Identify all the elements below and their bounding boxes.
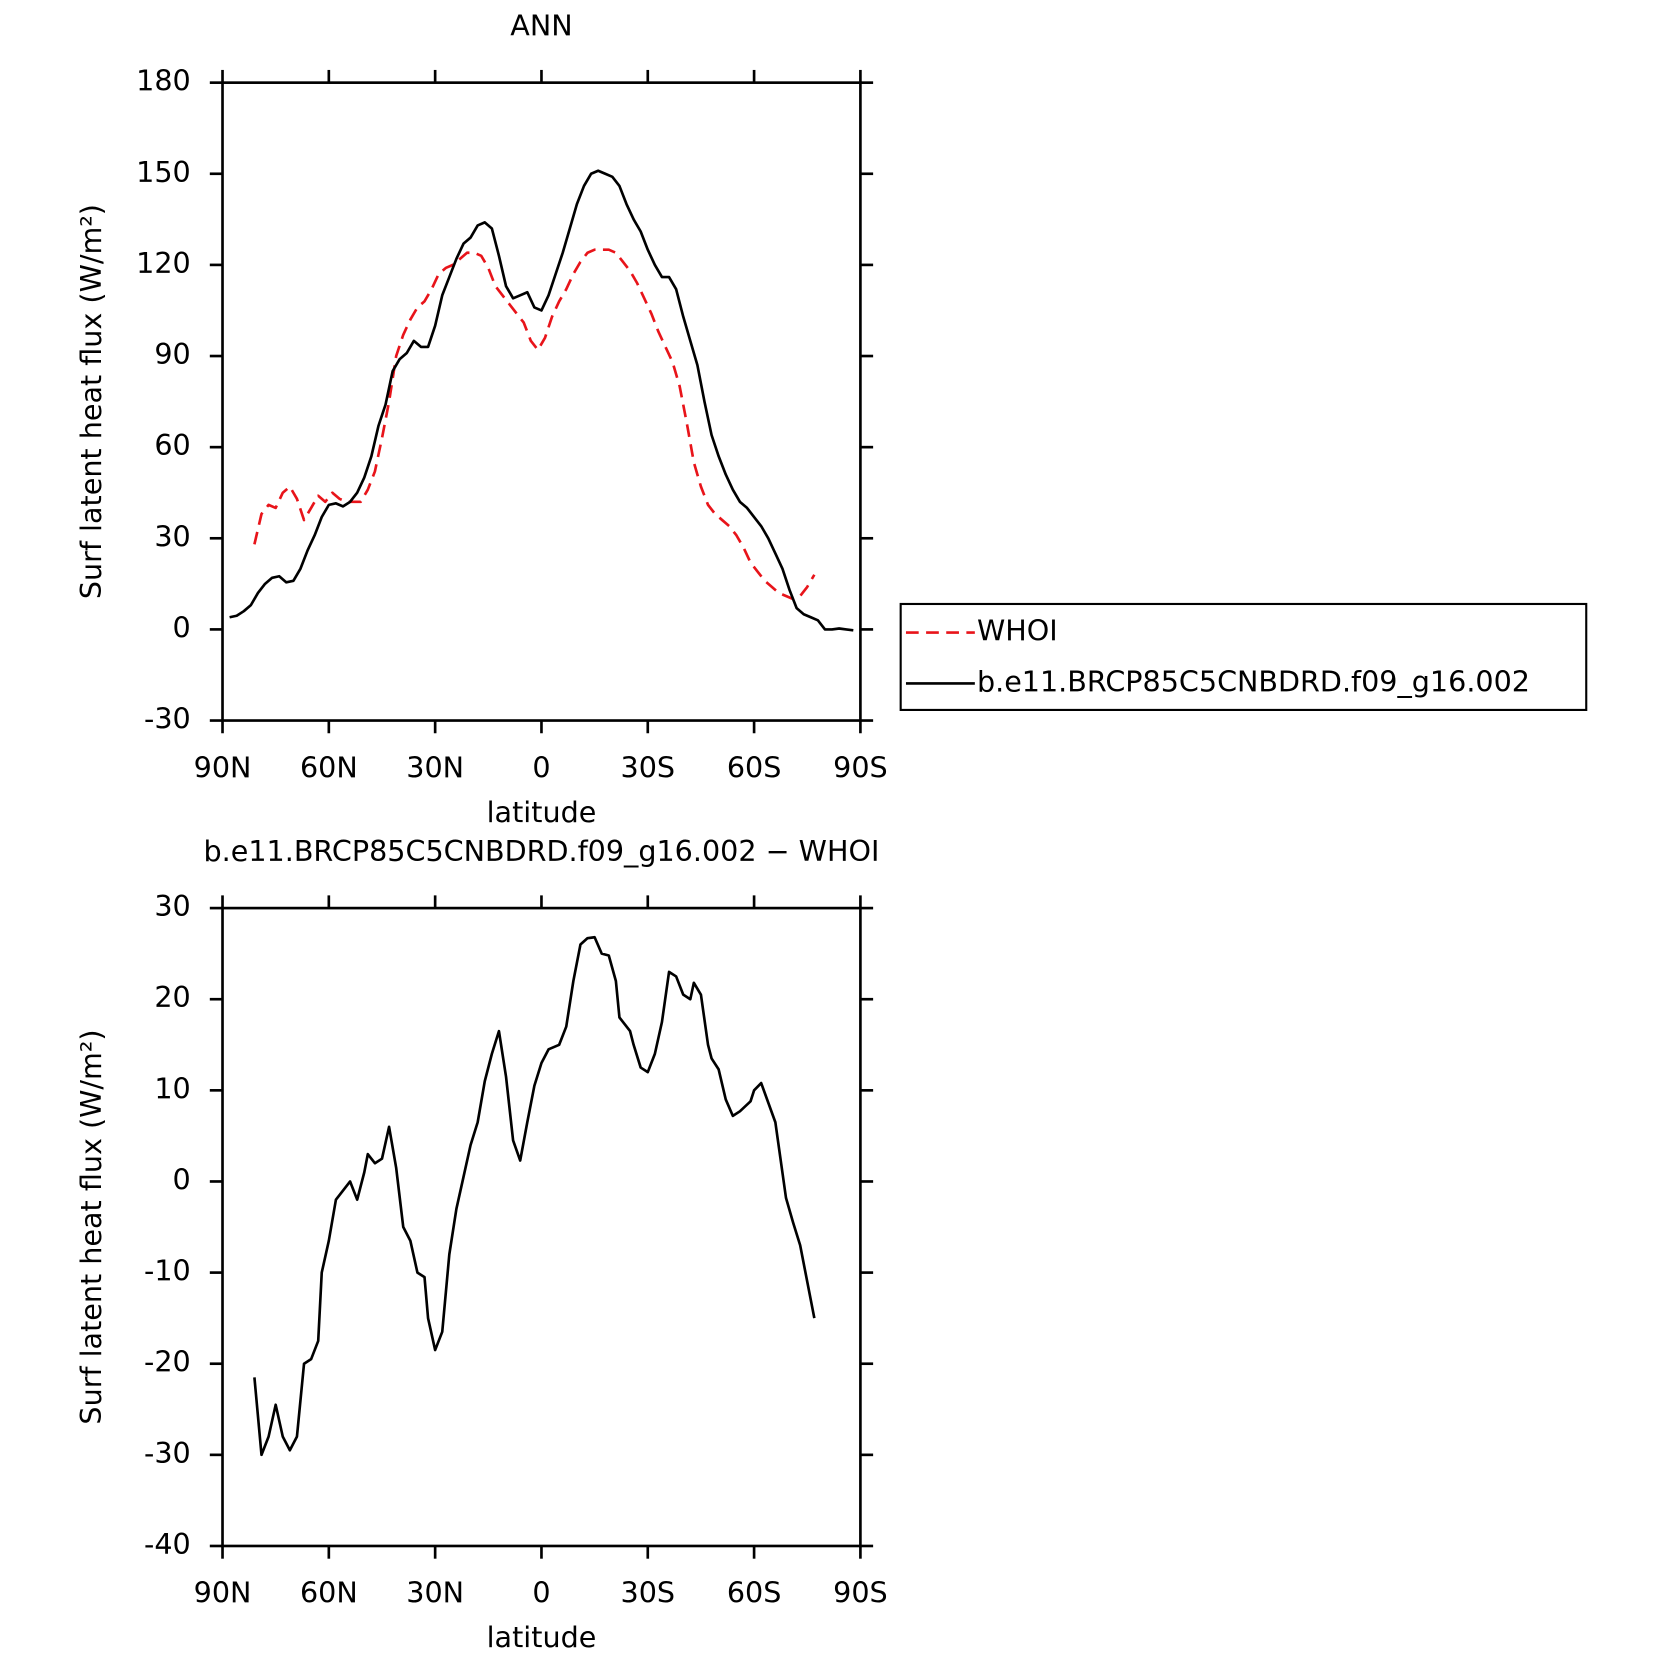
- y-tick-label: -30: [144, 1436, 191, 1470]
- x-axis-label: latitude: [487, 795, 597, 829]
- x-tick-label: 0: [532, 1576, 550, 1610]
- data-line: [253, 248, 816, 601]
- y-tick-label: 120: [136, 246, 191, 280]
- x-tick-label: 30N: [406, 1576, 464, 1610]
- chart-title: b.e11.BRCP85C5CNBDRD.f09_g16.002 − WHOI: [204, 834, 880, 868]
- y-tick-label: 10: [154, 1071, 190, 1105]
- y-tick-label: 90: [154, 337, 190, 371]
- x-tick-label: 60S: [727, 1576, 782, 1610]
- y-tick-label: 0: [173, 1162, 191, 1196]
- x-tick-label: 90S: [833, 750, 888, 784]
- plot-frame: [221, 81, 862, 722]
- y-tick-label: -40: [144, 1527, 191, 1561]
- y-tick-label: 20: [154, 980, 190, 1014]
- y-tick-label: 0: [173, 610, 191, 644]
- y-tick-label: 180: [136, 64, 191, 98]
- x-tick-label: 30N: [406, 750, 464, 784]
- x-tick-label: 90N: [194, 1576, 252, 1610]
- x-tick-label: 60S: [727, 750, 782, 784]
- legend-label: WHOI: [977, 614, 1058, 648]
- x-tick-label: 30S: [621, 1576, 676, 1610]
- plot-frame: [221, 906, 862, 1548]
- x-axis-label: latitude: [487, 1620, 597, 1653]
- y-tick-label: 30: [154, 519, 190, 553]
- y-tick-label: 150: [136, 155, 191, 189]
- y-tick-label: 30: [154, 889, 190, 923]
- legend-box: [899, 602, 1588, 712]
- y-tick-label: -10: [144, 1254, 191, 1288]
- data-line: [253, 935, 816, 1457]
- x-tick-label: 30S: [621, 750, 676, 784]
- legend-label: b.e11.BRCP85C5CNBDRD.f09_g16.002: [977, 664, 1530, 698]
- x-tick-label: 90S: [833, 1576, 888, 1610]
- y-tick-label: -30: [144, 702, 191, 736]
- y-axis-label: Surf latent heat flux (W/m²): [74, 204, 108, 599]
- x-tick-label: 0: [532, 750, 550, 784]
- y-tick-label: -20: [144, 1345, 191, 1379]
- y-tick-label: 60: [154, 428, 190, 462]
- y-axis-label: Surf latent heat flux (W/m²): [74, 1029, 108, 1424]
- x-tick-label: 60N: [300, 1576, 358, 1610]
- data-line: [229, 169, 854, 632]
- x-tick-label: 90N: [194, 750, 252, 784]
- chart-title: ANN: [510, 9, 572, 43]
- x-tick-label: 60N: [300, 750, 358, 784]
